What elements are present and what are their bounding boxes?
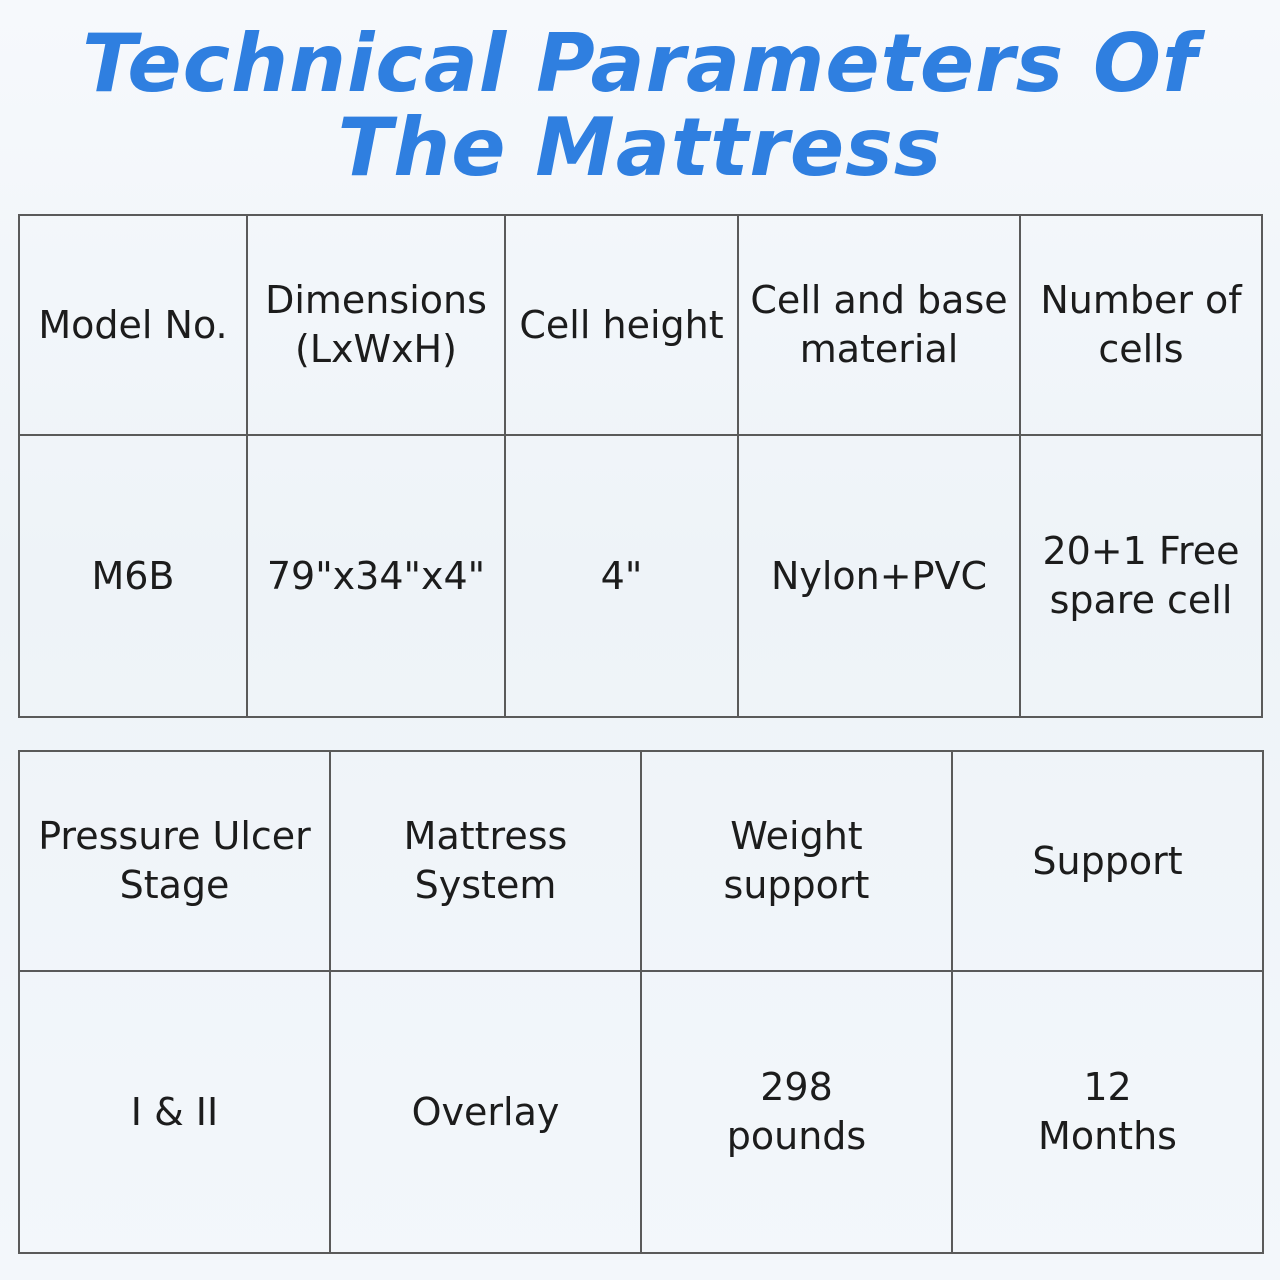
value-model-no: M6B (18, 434, 248, 718)
header-pressure-ulcer-stage: Pressure Ulcer Stage (18, 750, 331, 972)
header-cell-base-material: Cell and base material (737, 214, 1021, 436)
header-weight-support: Weight support (640, 750, 953, 972)
page-title: Technical Parameters Of The Mattress (0, 22, 1280, 190)
value-support: 12 Months (951, 970, 1264, 1254)
header-support: Support (951, 750, 1264, 972)
header-cell-height: Cell height (504, 214, 739, 436)
title-line-1: Technical Parameters Of (82, 17, 1198, 110)
value-number-of-cells: 20+1 Free spare cell (1019, 434, 1263, 718)
title-line-2: The Mattress (337, 101, 943, 194)
value-weight-support: 298 pounds (640, 970, 953, 1254)
header-number-of-cells: Number of cells (1019, 214, 1263, 436)
value-dimensions: 79"x34"x4" (246, 434, 506, 718)
value-cell-height: 4" (504, 434, 739, 718)
value-cell-base-material: Nylon+PVC (737, 434, 1021, 718)
header-mattress-system: Mattress System (329, 750, 642, 972)
table-row: I & II Overlay 298 pounds 12 Months (18, 970, 1264, 1254)
value-pressure-ulcer-stage: I & II (18, 970, 331, 1254)
table-header-row: Pressure Ulcer Stage Mattress System Wei… (18, 750, 1264, 972)
header-model-no: Model No. (18, 214, 248, 436)
spec-table-top: Model No. Dimensions (LxWxH) Cell height… (18, 214, 1263, 718)
spec-table-bottom: Pressure Ulcer Stage Mattress System Wei… (18, 750, 1264, 1254)
header-dimensions: Dimensions (LxWxH) (246, 214, 506, 436)
table-header-row: Model No. Dimensions (LxWxH) Cell height… (18, 214, 1263, 436)
value-mattress-system: Overlay (329, 970, 642, 1254)
table-row: M6B 79"x34"x4" 4" Nylon+PVC 20+1 Free sp… (18, 434, 1263, 718)
